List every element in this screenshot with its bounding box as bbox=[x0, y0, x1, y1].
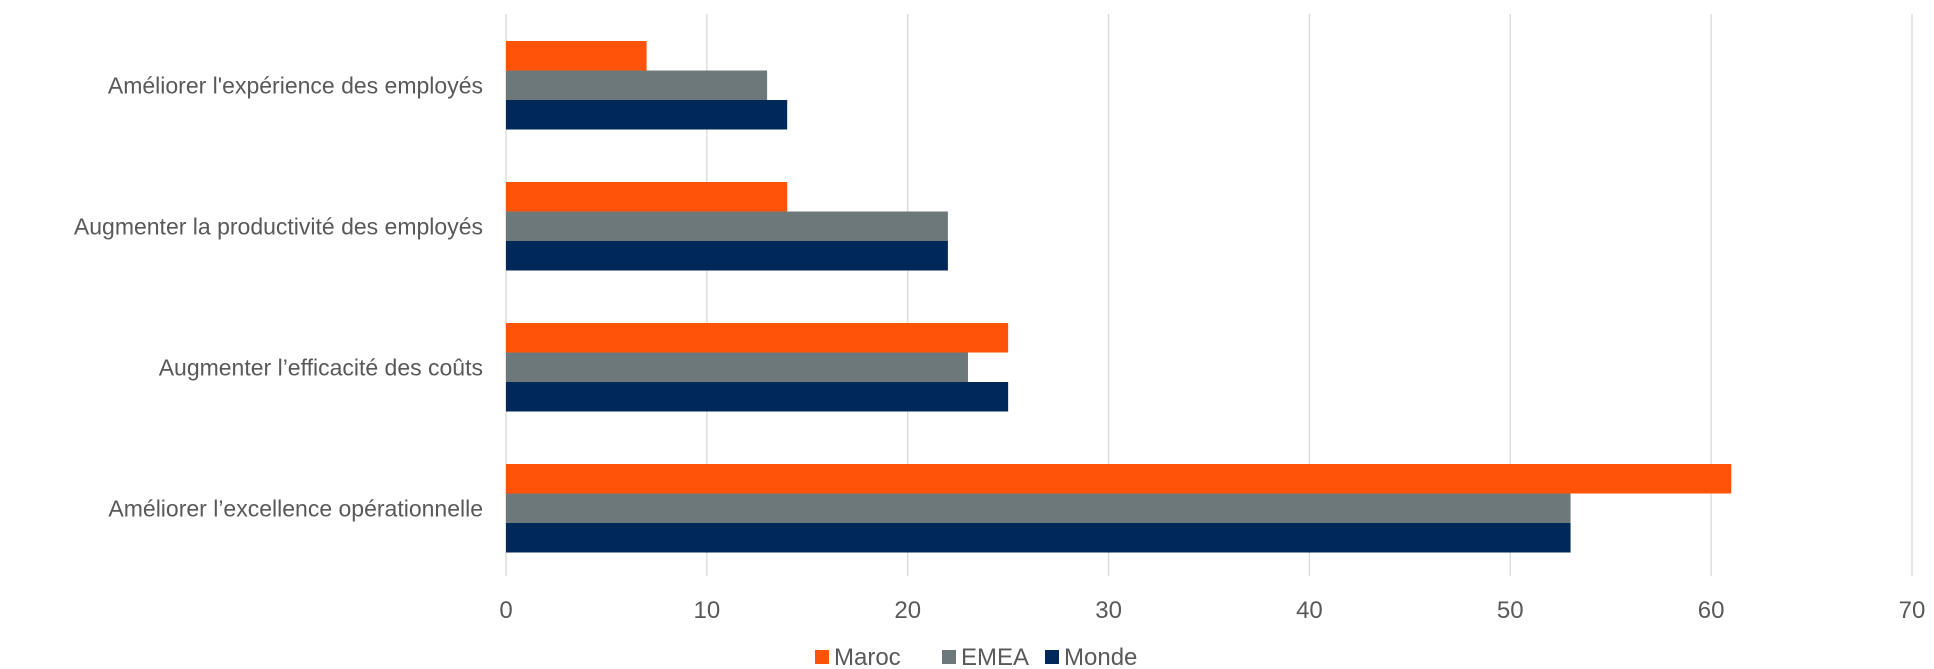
x-tick-label: 60 bbox=[1698, 597, 1725, 624]
bar-emea-3 bbox=[506, 70, 768, 100]
bar-monde-1 bbox=[506, 382, 1009, 412]
legend-swatch-emea bbox=[942, 650, 956, 664]
category-label: Améliorer l’excellence opérationnelle bbox=[108, 495, 483, 521]
bar-maroc-3 bbox=[506, 41, 647, 71]
x-axis-tick-labels: 0 10 20 30 40 50 60 70 bbox=[499, 597, 1925, 624]
legend-label-emea: EMEA bbox=[961, 644, 1029, 669]
category-label: Augmenter la productivité des employés bbox=[74, 213, 483, 239]
category-labels: Améliorer l’excellence opérationnelle Aug… bbox=[74, 72, 483, 521]
bar-maroc-2 bbox=[506, 182, 788, 212]
bar-emea-2 bbox=[506, 211, 948, 241]
category-label: Améliorer l'expérience des employés bbox=[108, 72, 483, 98]
x-tick-label: 20 bbox=[894, 597, 921, 624]
category-label: Augmenter l’efficacité des coûts bbox=[159, 354, 483, 380]
x-tick-label: 10 bbox=[694, 597, 721, 624]
x-tick-label: 40 bbox=[1296, 597, 1323, 624]
legend-swatch-maroc bbox=[815, 650, 829, 664]
bar-emea-1 bbox=[506, 352, 968, 382]
bar-monde-0 bbox=[506, 523, 1571, 553]
bar-emea-0 bbox=[506, 493, 1571, 523]
bars bbox=[506, 41, 1732, 553]
x-tick-label: 30 bbox=[1095, 597, 1122, 624]
bar-monde-3 bbox=[506, 100, 788, 130]
x-tick-label: 50 bbox=[1497, 597, 1524, 624]
x-tick-label: 0 bbox=[499, 597, 512, 624]
legend-swatch-monde bbox=[1045, 650, 1059, 664]
bar-maroc-1 bbox=[506, 323, 1009, 353]
x-tick-label: 70 bbox=[1899, 597, 1926, 624]
bar-monde-2 bbox=[506, 241, 948, 271]
bar-maroc-0 bbox=[506, 464, 1732, 494]
legend: Maroc EMEA Monde bbox=[815, 644, 1137, 669]
legend-label-maroc: Maroc bbox=[834, 644, 901, 669]
legend-label-monde: Monde bbox=[1064, 644, 1137, 669]
